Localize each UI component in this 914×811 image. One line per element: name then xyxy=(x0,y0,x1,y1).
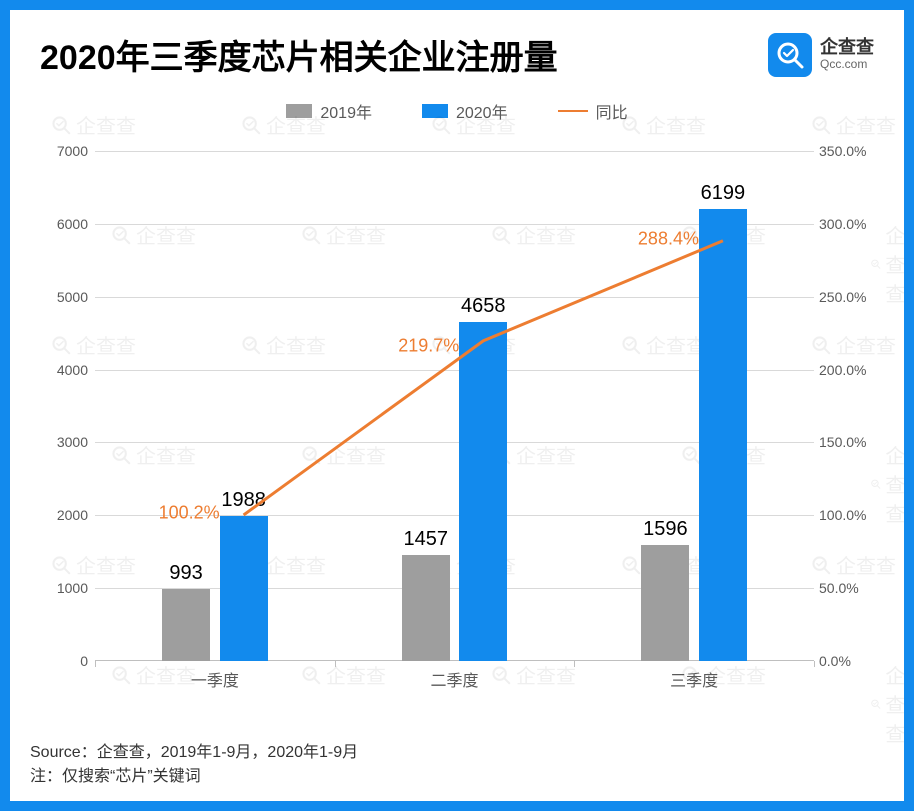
y-left-tick-label: 4000 xyxy=(40,362,88,378)
y-right-tick-label: 50.0% xyxy=(819,580,874,596)
legend-item-2019: 2019年 xyxy=(286,99,372,123)
line-value-label: 100.2% xyxy=(159,502,220,523)
footer-source: Source：企查查，2019年1-9月，2020年1-9月 xyxy=(30,741,358,765)
y-left-tick-label: 5000 xyxy=(40,289,88,305)
legend: 2019年 2020年 同比 xyxy=(10,87,904,131)
watermark: 企查查 xyxy=(870,220,904,307)
brand-logo: 企查查 Qcc.com xyxy=(768,33,874,77)
y-right-tick-label: 200.0% xyxy=(819,362,874,378)
line-value-label: 219.7% xyxy=(398,335,459,356)
brand-text: 企查查 Qcc.com xyxy=(820,37,874,71)
y-right-tick-label: 100.0% xyxy=(819,507,874,523)
watermark: 企查查 xyxy=(870,660,904,747)
legend-label-yoy: 同比 xyxy=(596,99,628,123)
chart-area: 0 1000 2000 3000 4000 5000 6000 7000 0.0% 50.0% 10… xyxy=(40,141,874,701)
footer: Source：企查查，2019年1-9月，2020年1-9月 注：仅搜索“芯片”… xyxy=(30,741,358,789)
chart-title: 2020年三季度芯片相关企业注册量 xyxy=(40,30,558,79)
y-right-tick-label: 0.0% xyxy=(819,653,874,669)
y-left-tick-label: 2000 xyxy=(40,507,88,523)
plot-area: 010002000300040005000600070000.0%50.0%10… xyxy=(95,151,814,661)
brand-name-en: Qcc.com xyxy=(820,58,874,72)
watermark: 企查查 xyxy=(870,440,904,527)
x-tick xyxy=(335,661,336,667)
y-left-tick-label: 3000 xyxy=(40,434,88,450)
legend-swatch-2020 xyxy=(422,104,448,118)
brand-name-cn: 企查查 xyxy=(820,37,874,58)
x-category-label: 二季度 xyxy=(430,667,478,691)
header: 2020年三季度芯片相关企业注册量 企查查 Qcc.com xyxy=(10,10,904,87)
legend-label-2020: 2020年 xyxy=(456,99,508,123)
legend-label-2019: 2019年 xyxy=(320,99,372,123)
line-value-label: 288.4% xyxy=(638,228,699,249)
brand-icon xyxy=(768,33,812,77)
y-left-tick-label: 1000 xyxy=(40,580,88,596)
legend-swatch-2019 xyxy=(286,104,312,118)
y-right-tick-label: 300.0% xyxy=(819,216,874,232)
x-tick xyxy=(574,661,575,667)
x-tick xyxy=(95,661,96,667)
y-left-tick-label: 6000 xyxy=(40,216,88,232)
footer-note: 注：仅搜索“芯片”关键词 xyxy=(30,765,358,789)
legend-item-2020: 2020年 xyxy=(422,99,508,123)
y-left-tick-label: 7000 xyxy=(40,143,88,159)
y-left-tick-label: 0 xyxy=(40,653,88,669)
legend-line-yoy xyxy=(558,110,588,112)
chart-frame: 企查查企查查企查查企查查企查查企查查企查查企查查企查查企查查企查查企查查企查查企… xyxy=(0,0,914,811)
x-category-label: 三季度 xyxy=(670,667,718,691)
x-tick xyxy=(814,661,815,667)
legend-item-yoy: 同比 xyxy=(558,99,628,123)
yoy-line xyxy=(95,151,814,661)
y-right-tick-label: 250.0% xyxy=(819,289,874,305)
y-right-tick-label: 350.0% xyxy=(819,143,874,159)
y-right-tick-label: 150.0% xyxy=(819,434,874,450)
x-category-label: 一季度 xyxy=(191,667,239,691)
